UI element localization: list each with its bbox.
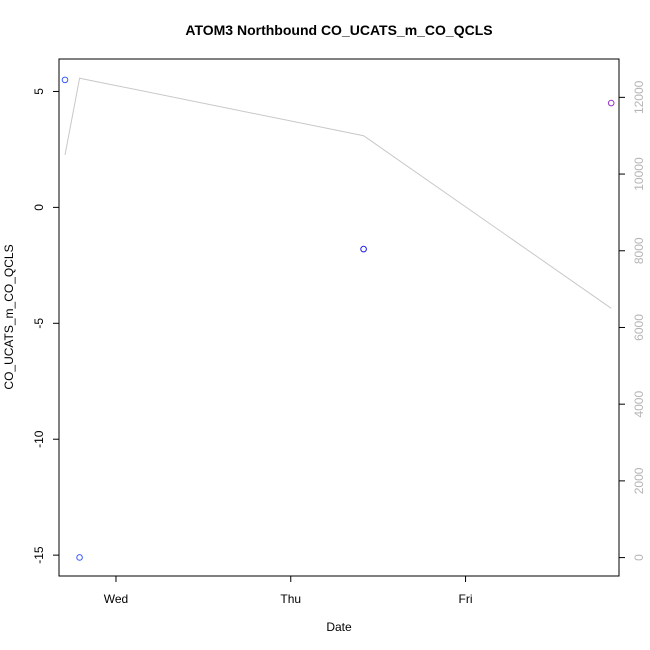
y2-tick-label: 8000	[632, 237, 646, 264]
y-axis: 5 0 -5 -10 -15	[32, 88, 59, 564]
y-tick-label: 0	[32, 204, 46, 211]
x-axis-label: Date	[326, 620, 352, 634]
x-axis: Wed Thu Fri	[104, 576, 473, 606]
y2-tick-label: 4000	[632, 391, 646, 418]
y-tick-label: -5	[32, 318, 46, 329]
data-points	[61, 76, 615, 561]
secondary-y-axis: 0 2000 4000 6000 8000 10000 12000	[619, 80, 646, 561]
y-tick-label: 5	[32, 88, 46, 95]
y2-tick-label: 12000	[632, 80, 646, 114]
y-tick-label: -15	[32, 546, 46, 564]
x-tick-label: Wed	[104, 592, 128, 606]
y2-tick-label: 10000	[632, 157, 646, 191]
y2-tick-label: 2000	[632, 467, 646, 494]
x-tick-label: Fri	[459, 592, 473, 606]
secondary-series	[64, 77, 612, 309]
data-point	[76, 554, 83, 561]
y2-tick-label: 0	[632, 554, 646, 561]
y-tick-label: -10	[32, 430, 46, 448]
secondary-line	[64, 77, 612, 309]
chart-title: ATOM3 Northbound CO_UCATS_m_CO_QCLS	[185, 22, 492, 38]
plot-frame	[58, 58, 620, 577]
data-point	[61, 76, 69, 84]
data-point	[607, 99, 615, 107]
x-tick-label: Thu	[280, 592, 301, 606]
y2-tick-label: 6000	[632, 314, 646, 341]
data-point	[360, 245, 367, 253]
y-axis-label: CO_UCATS_m_CO_QCLS	[2, 244, 16, 389]
